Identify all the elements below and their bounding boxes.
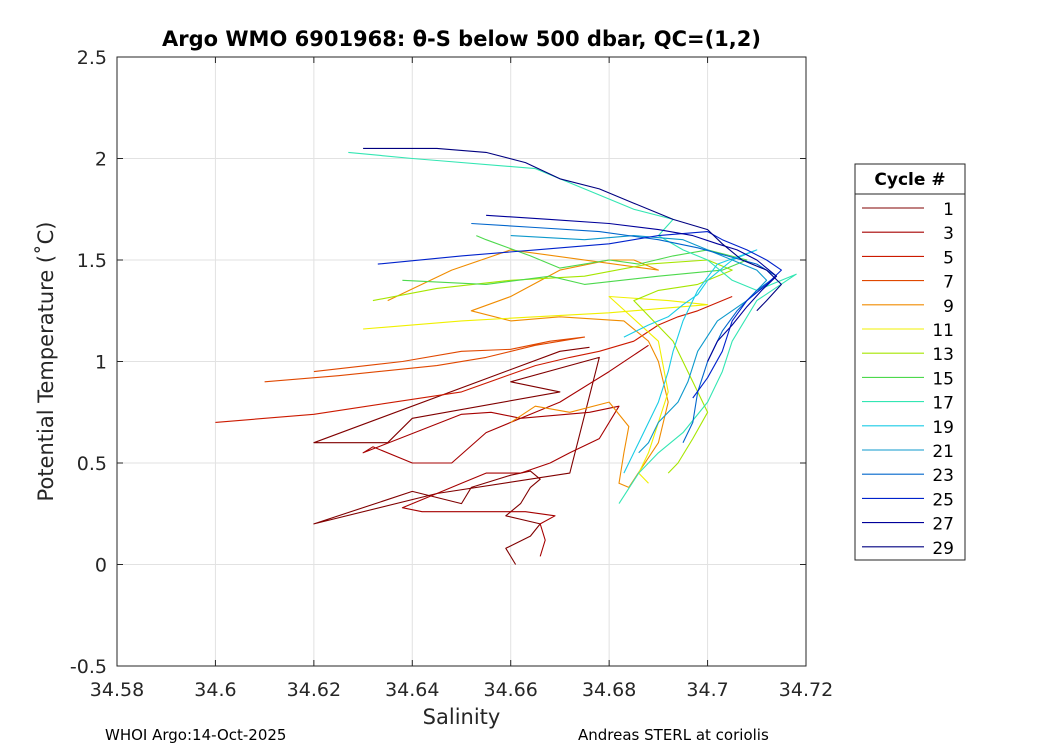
legend-title: Cycle # [874, 170, 945, 190]
series-line-cycle-19 [623, 249, 758, 474]
legend-label-cycle-23: 23 [932, 466, 954, 486]
legend-label-cycle-13: 13 [932, 345, 954, 365]
series-line-cycle-27 [486, 214, 778, 362]
legend-label-cycle-1: 1 [943, 200, 954, 220]
legend-label-cycle-9: 9 [943, 297, 954, 317]
y-tick-label-1: 0 [95, 555, 107, 577]
x-axis-label: Salinity [423, 705, 501, 729]
footer-right: Andreas STERL at coriolis [578, 726, 769, 744]
y-tick-label-6: 2.5 [77, 47, 107, 69]
series-line-cycle-3 [362, 344, 649, 557]
y-tick-label-2: 0.5 [77, 453, 107, 475]
legend-label-cycle-3: 3 [943, 224, 954, 244]
legend-label-cycle-17: 17 [932, 394, 954, 414]
series-line-cycle-25 [377, 231, 782, 399]
x-tick-label-6: 34.7 [686, 679, 728, 701]
legend-label-cycle-19: 19 [932, 418, 954, 438]
legend-label-cycle-25: 25 [932, 490, 954, 510]
x-tick-label-7: 34.72 [779, 679, 833, 701]
legend-box [854, 163, 966, 561]
x-tick-label-4: 34.66 [484, 679, 538, 701]
series-line-cycle-13 [372, 259, 733, 474]
legend-label-cycle-5: 5 [943, 248, 954, 268]
y-axis-label: Potential Temperature (˚C) [34, 222, 58, 502]
x-tick-label-1: 34.6 [194, 679, 236, 701]
y-tick-label-4: 1.5 [77, 250, 107, 272]
y-tick-label-0: -0.5 [70, 656, 107, 678]
legend-label-cycle-11: 11 [932, 321, 954, 341]
legend-label-cycle-15: 15 [932, 369, 954, 389]
x-tick-label-3: 34.64 [385, 679, 439, 701]
x-tick-label-0: 34.58 [90, 679, 144, 701]
series-line-cycle-5 [215, 295, 733, 423]
footer-left: WHOI Argo:14-Oct-2025 [105, 726, 287, 744]
chart-title: Argo WMO 6901968: θ-S below 500 dbar, QC… [162, 27, 761, 51]
legend-label-cycle-7: 7 [943, 273, 954, 293]
y-tick-label-5: 2 [95, 149, 107, 171]
y-tick-label-3: 1 [95, 352, 107, 374]
x-tick-label-2: 34.62 [287, 679, 341, 701]
legend-label-cycle-29: 29 [932, 539, 954, 559]
legend-label-cycle-27: 27 [932, 515, 954, 535]
series-line-cycle-29 [363, 147, 782, 312]
legend-label-cycle-21: 21 [932, 442, 954, 462]
x-tick-label-5: 34.68 [582, 679, 636, 701]
series-line-cycle-7 [264, 336, 586, 383]
